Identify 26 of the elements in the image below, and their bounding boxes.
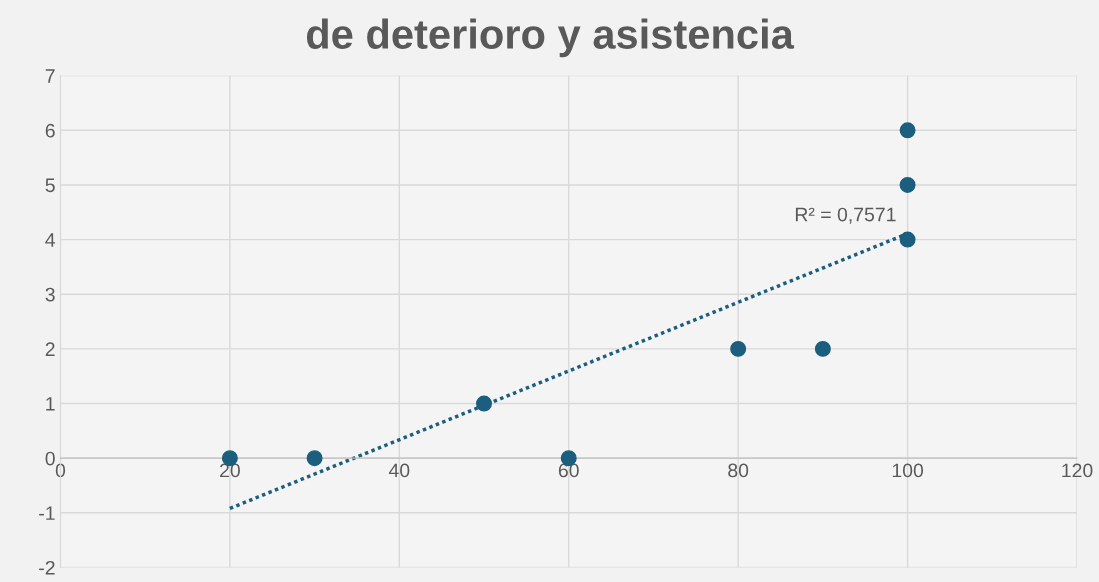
y-tick-label: -1 [39,506,55,520]
x-tick-label: 40 [388,463,410,478]
y-tick-label: 4 [45,233,56,247]
y-tick-label: 0 [45,451,55,466]
point [814,340,831,357]
x-tick-label: 60 [558,463,579,478]
point [476,395,492,412]
x-tick-label: 20 [220,463,240,478]
point [899,122,916,139]
y-tick-label: -2 [39,560,55,575]
chart-title: de deterioro y asistencia [306,18,795,58]
x-tick-label: 0 [55,463,66,478]
annotation: R² = 0,7571 [795,207,896,224]
x-tick-label: 120 [1062,463,1093,478]
x-tick-label: 80 [728,463,749,478]
point [899,176,916,193]
y-tick-label: 1 [46,397,55,411]
point [306,450,323,467]
point [899,231,916,248]
y-tick-label: 6 [45,123,55,138]
y-tick-label: 7 [45,69,55,83]
y-tick-label: 3 [45,287,55,302]
y-tick-label: 2 [45,342,55,356]
point [730,340,747,357]
y-tick-label: 5 [45,178,55,193]
x-tick-label: 100 [892,463,924,478]
